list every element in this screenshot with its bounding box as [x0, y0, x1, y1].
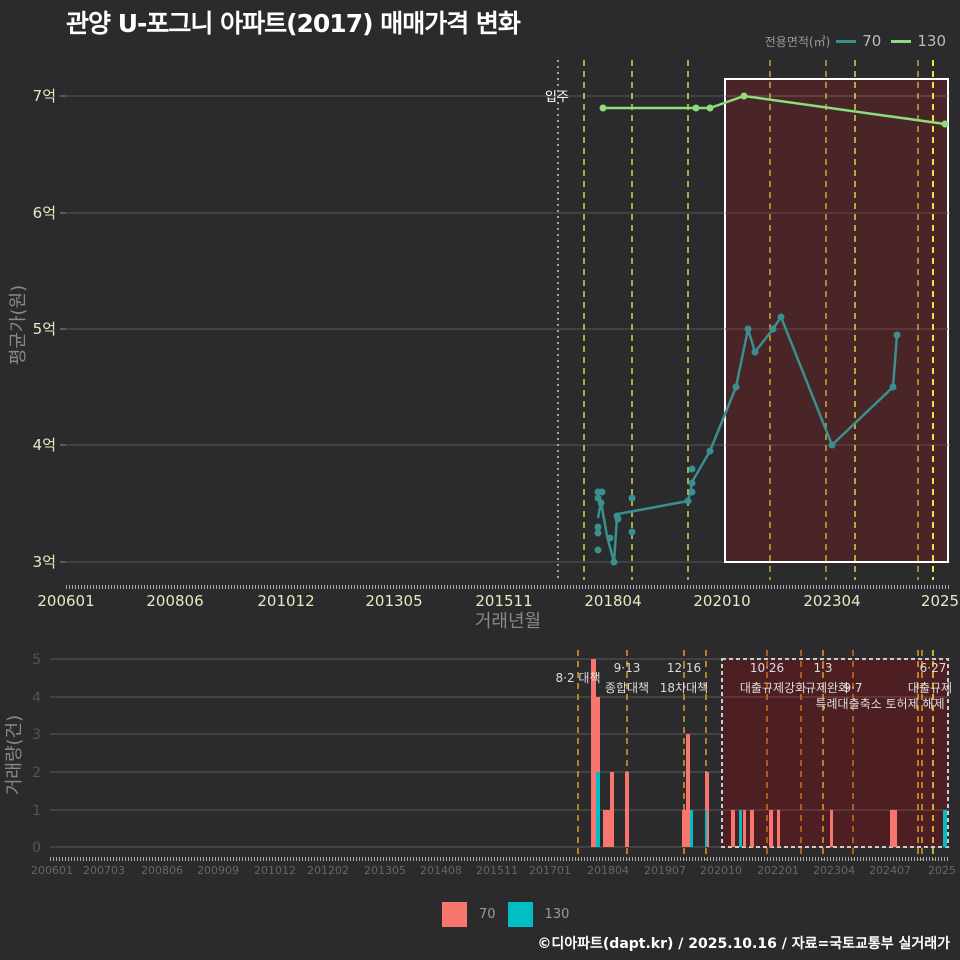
svg-text:200806: 200806 [146, 592, 203, 610]
legend-label-70: 70 [862, 32, 882, 50]
move-in-label: 입주 [545, 90, 569, 105]
svg-text:1: 1 [32, 803, 41, 819]
svg-text:7억: 7억 [33, 87, 56, 105]
svg-text:201012: 201012 [254, 864, 296, 877]
svg-text:200806: 200806 [141, 864, 183, 877]
svg-text:202407: 202407 [869, 864, 911, 877]
svg-text:10·26: 10·26 [750, 661, 784, 675]
svg-text:0: 0 [32, 840, 41, 856]
svg-text:200703: 200703 [83, 864, 125, 877]
legend-swatch-130 [891, 39, 912, 43]
svg-text:201804: 201804 [584, 592, 641, 610]
svg-text:2025: 2025 [921, 592, 959, 610]
price-x-label: 거래년월 [475, 611, 541, 632]
svg-text:1·3: 1·3 [813, 661, 832, 675]
price-y-ticks: 7억 6억 5억 4억 3억 [33, 87, 56, 571]
svg-text:종합대책: 종합대책 [605, 680, 649, 695]
svg-text:201907: 201907 [644, 864, 686, 877]
svg-text:6억: 6억 [33, 204, 56, 222]
svg-text:201701: 201701 [529, 864, 571, 877]
svg-text:202304: 202304 [803, 592, 860, 610]
svg-text:4억: 4억 [33, 436, 56, 454]
svg-text:규제완화: 규제완화 [805, 681, 849, 695]
policy-labels: 8·2 대책 9·13 종합대책 12·16 18차대책 10·26 대출규제강화 1… [556, 661, 953, 711]
price-x-ticks: 200601 200806 201012 201305 201511 201804 202… [37, 592, 959, 610]
svg-text:3: 3 [32, 727, 41, 743]
recent-period-box [724, 78, 949, 563]
svg-text:12·16: 12·16 [667, 661, 701, 675]
svg-text:6·27: 6·27 [920, 661, 947, 675]
area-legend: 전용면적(㎡) 70 130 [765, 32, 950, 50]
price-chart: 입주 7억 6억 5억 4억 3억 [8, 60, 959, 632]
bar-legend-label-70: 70 [479, 907, 496, 922]
svg-text:200909: 200909 [197, 864, 239, 877]
svg-text:9·7: 9·7 [843, 681, 862, 695]
volume-chart: 8·2 대책 9·13 종합대책 12·16 18차대책 10·26 대출규제강화 1… [4, 650, 956, 877]
series-70-points [594, 313, 901, 566]
svg-text:200601: 200601 [31, 864, 73, 877]
bar-legend-swatch-130 [507, 902, 533, 927]
svg-text:202010: 202010 [700, 864, 742, 877]
volume-y-ticks: 5 4 3 2 1 0 [32, 652, 41, 856]
svg-text:대출규제강화: 대출규제강화 [740, 681, 806, 695]
svg-text:5: 5 [32, 652, 41, 668]
svg-text:특례대출축소 토허제 해제: 특례대출축소 토허제 해제 [815, 697, 944, 711]
svg-text:4: 4 [32, 690, 41, 706]
svg-text:201012: 201012 [257, 592, 314, 610]
bar-legend-label-130: 130 [544, 907, 570, 922]
source-credit: ©디아파트(dapt.kr) / 2025.10.16 / 자료=국토교통부 실… [537, 936, 950, 952]
volume-x-ticks: 200601 200703 200806 200909 201012 201202 201… [31, 864, 956, 877]
svg-text:2025: 2025 [928, 864, 956, 877]
chart-title: 관양 U-포그니 아파트(2017) 매매가격 변화 [66, 9, 521, 38]
bar-legend-swatch-70 [442, 902, 467, 927]
svg-text:200601: 200601 [37, 592, 94, 610]
legend-swatch-70 [836, 39, 857, 43]
svg-text:201305: 201305 [365, 592, 422, 610]
recent-period-box-volume [721, 658, 949, 848]
volume-policy-lines [577, 650, 934, 860]
svg-text:2: 2 [32, 765, 41, 781]
svg-text:3억: 3억 [33, 553, 56, 571]
legend-title: 전용면적(㎡) [764, 34, 831, 49]
volume-y-label: 거래량(건) [4, 715, 25, 795]
svg-text:대출규제: 대출규제 [908, 681, 952, 695]
series-70-line [596, 314, 899, 563]
legend-label-130: 130 [917, 32, 946, 50]
policy-lines [583, 60, 934, 580]
series-130-points [599, 92, 949, 128]
svg-text:201202: 201202 [307, 864, 349, 877]
svg-text:201511: 201511 [475, 592, 532, 610]
svg-text:18차대책: 18차대책 [660, 680, 708, 695]
svg-text:8·2 대책: 8·2 대책 [556, 670, 601, 685]
svg-text:9·13: 9·13 [614, 661, 641, 675]
svg-text:201305: 201305 [364, 864, 406, 877]
svg-text:201804: 201804 [587, 864, 629, 877]
svg-text:201408: 201408 [420, 864, 462, 877]
bars-130 [596, 772, 947, 847]
bars-70 [591, 659, 897, 847]
svg-text:202304: 202304 [813, 864, 855, 877]
svg-text:5억: 5억 [33, 320, 56, 338]
bar-legend: 70 130 [442, 902, 569, 927]
price-y-label: 평균가(원) [8, 285, 29, 365]
svg-text:202201: 202201 [757, 864, 799, 877]
svg-text:201511: 201511 [476, 864, 518, 877]
svg-text:202010: 202010 [693, 592, 750, 610]
